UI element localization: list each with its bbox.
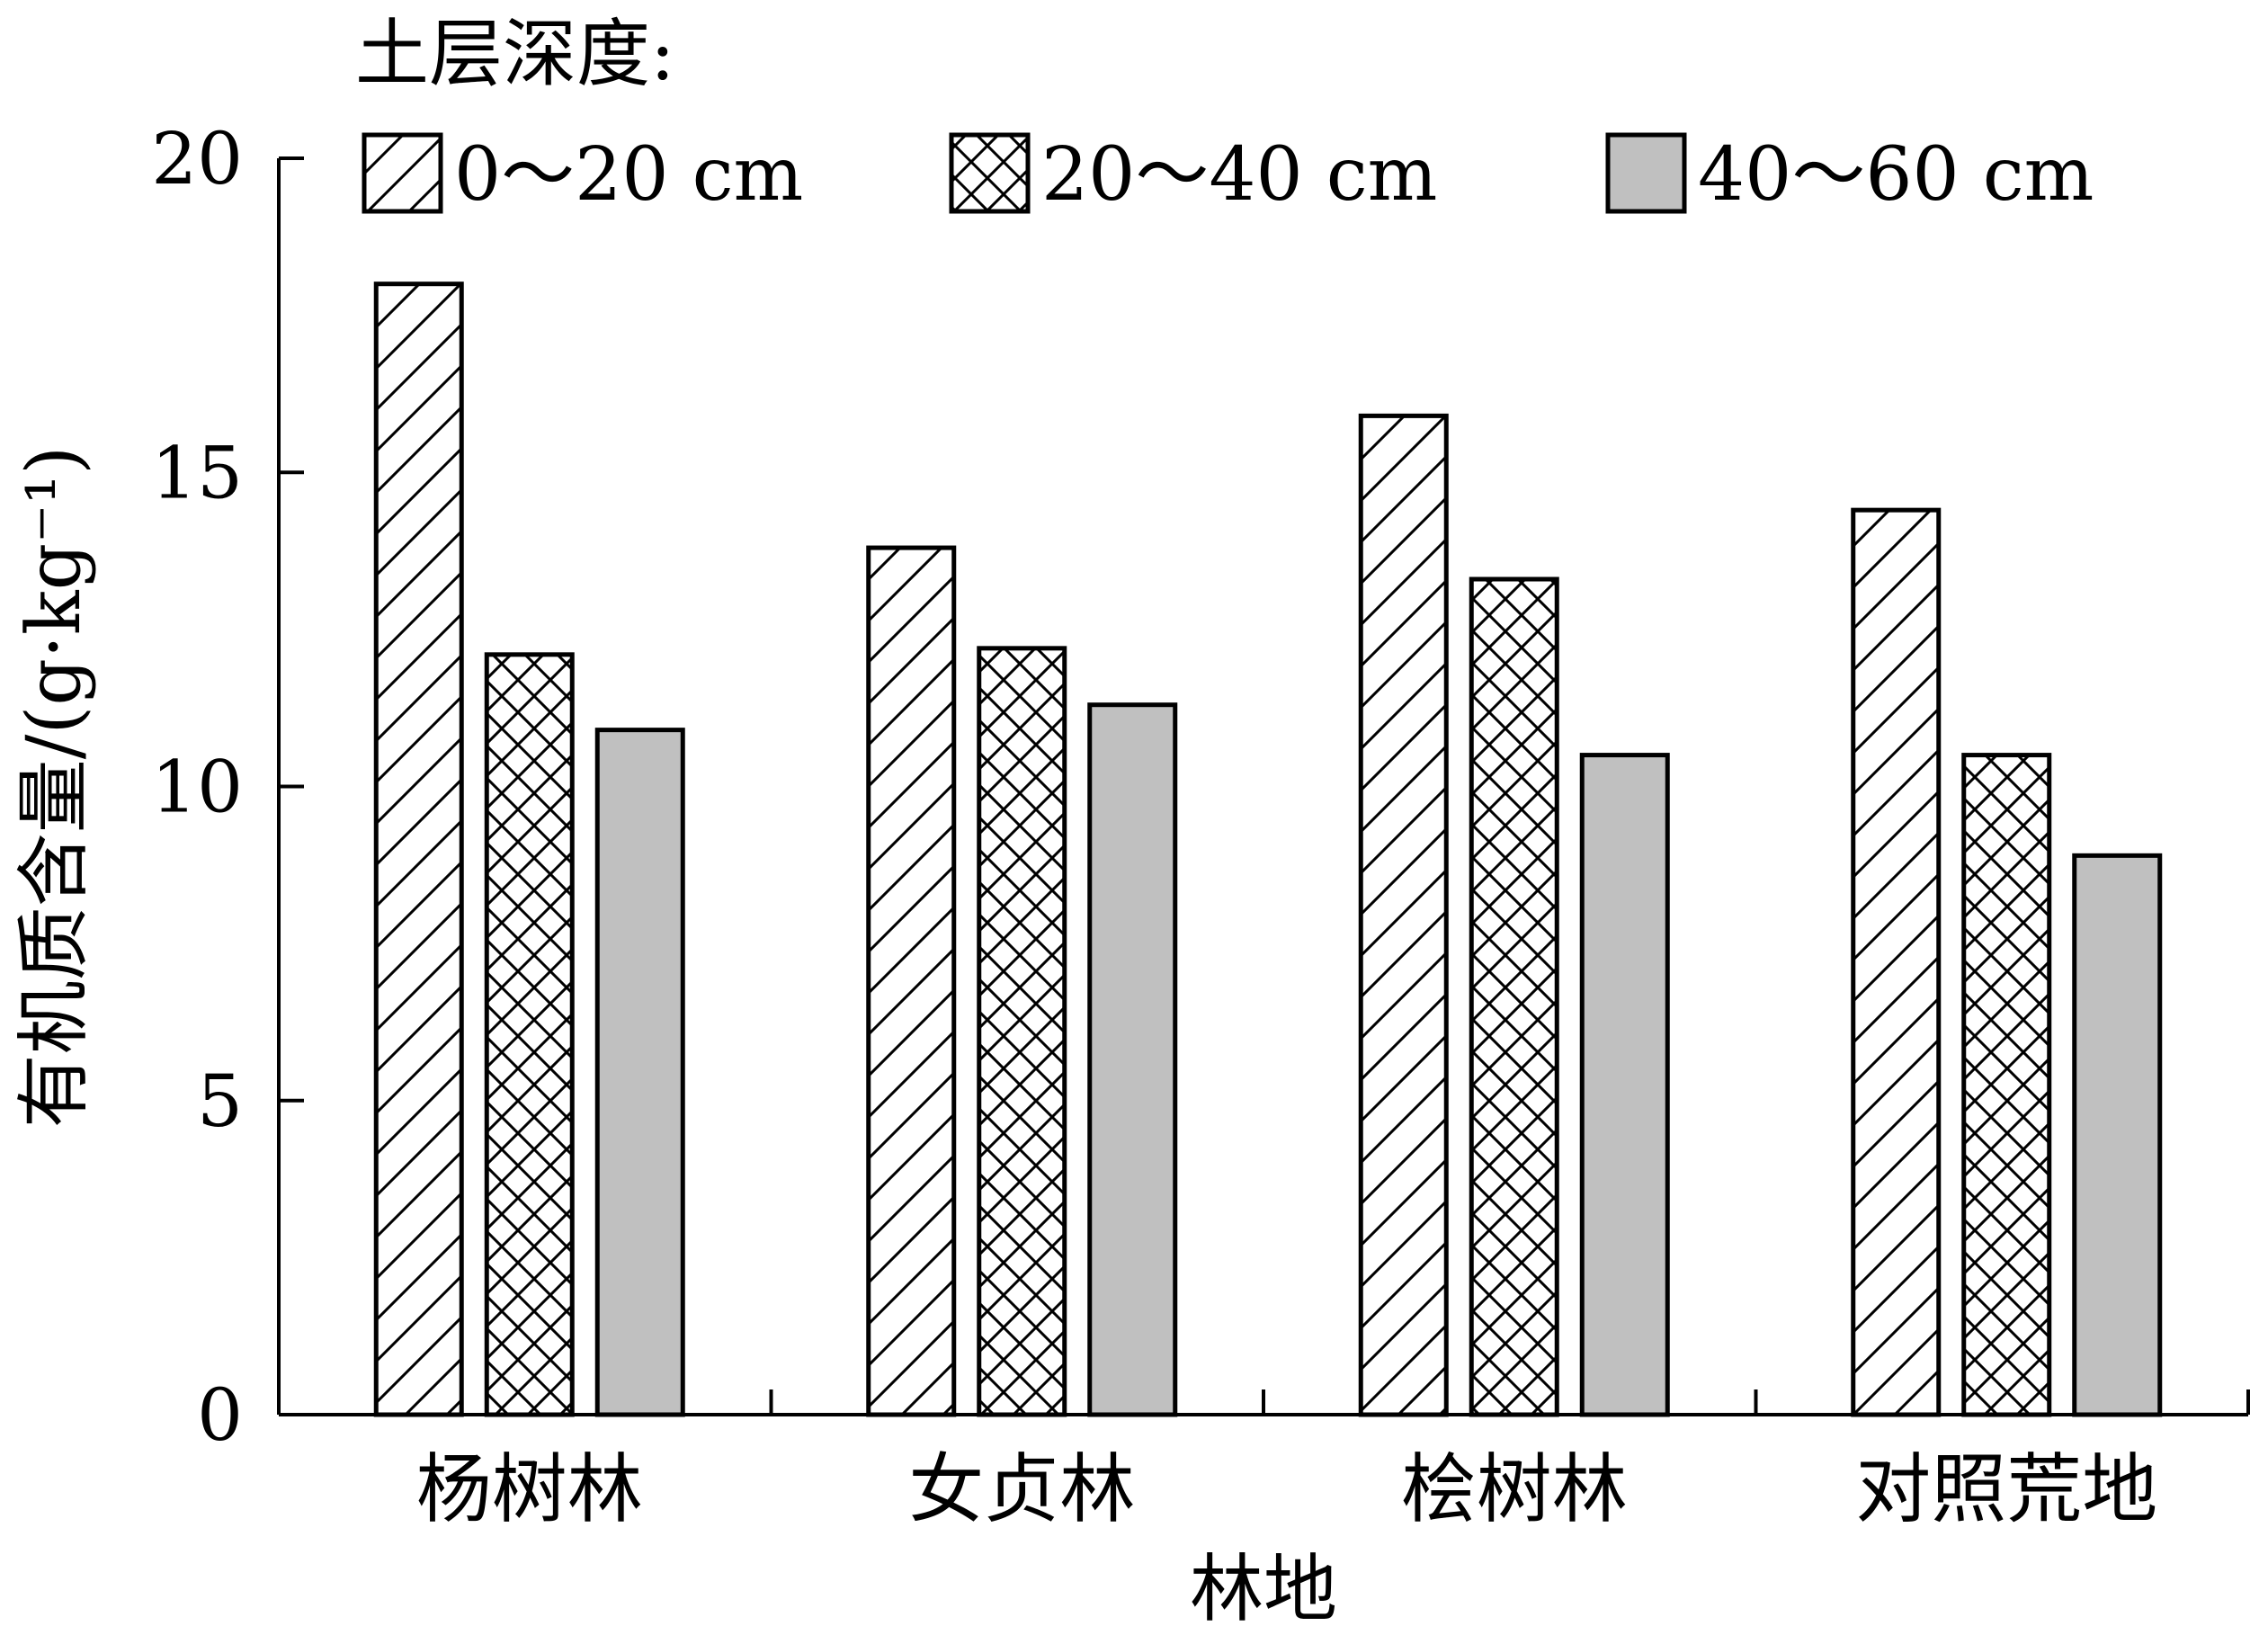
bar — [866, 545, 957, 1417]
bar — [373, 281, 464, 1417]
y-axis-title: 有机质含量/(g·kg⁻¹) — [12, 446, 97, 1129]
legend: 土层深度: 0～20 cm 20～40 cm 40～60 cm — [355, 12, 2094, 218]
bars — [373, 281, 2163, 1417]
legend-swatch — [1605, 132, 1687, 214]
y-tick-label: 10 — [151, 746, 243, 829]
legend-label: 20～40 cm — [1041, 132, 1437, 218]
legend-title: 土层深度: — [355, 12, 675, 97]
legend-swatch — [949, 132, 1031, 214]
bar — [484, 652, 575, 1417]
bar — [1087, 702, 1178, 1417]
category-label: 杨树林 — [416, 1445, 643, 1533]
bar — [1961, 753, 2052, 1417]
category-label: 桧树林 — [1401, 1445, 1628, 1533]
bar — [1469, 576, 1559, 1417]
bar — [1579, 753, 1670, 1417]
bar — [1358, 413, 1449, 1417]
x-axis-title: 林地 — [1190, 1547, 1337, 1632]
category-label: 对照荒地 — [1855, 1445, 2157, 1533]
legend-label: 0～20 cm — [454, 132, 803, 218]
y-tick-label: 15 — [151, 431, 243, 514]
legend-swatch — [362, 132, 443, 214]
category-labels: 杨树林 女贞林 桧树林 对照荒地 — [416, 1445, 2158, 1533]
legend-label: 40～60 cm — [1698, 132, 2094, 218]
category-label: 女贞林 — [908, 1445, 1135, 1533]
bar — [1851, 507, 1942, 1417]
y-tick-label: 5 — [197, 1059, 243, 1143]
bar — [594, 728, 685, 1417]
bar — [977, 646, 1067, 1417]
y-tick-label: 0 — [197, 1373, 243, 1457]
y-tick-label: 20 — [151, 117, 243, 201]
bar — [2072, 853, 2163, 1417]
